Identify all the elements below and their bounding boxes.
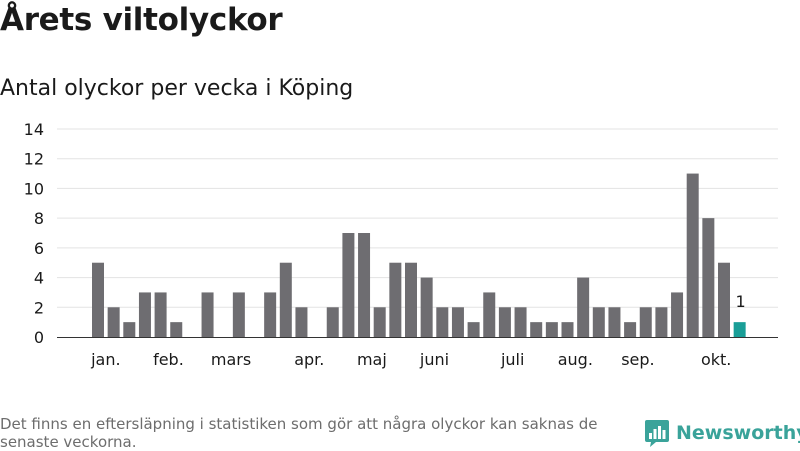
bar bbox=[467, 322, 480, 337]
bar bbox=[451, 307, 464, 337]
bar bbox=[389, 262, 402, 337]
brand-name: Newsworthy bbox=[676, 422, 800, 444]
bar bbox=[514, 307, 527, 337]
x-tick-label: apr. bbox=[294, 350, 324, 369]
y-tick-label: 12 bbox=[24, 150, 44, 169]
bar bbox=[154, 292, 167, 337]
bar bbox=[436, 307, 449, 337]
bar bbox=[295, 307, 308, 337]
x-tick-label: feb. bbox=[153, 350, 184, 369]
x-tick-label: juli bbox=[500, 350, 524, 369]
chart-title: Årets viltolyckor bbox=[0, 2, 283, 38]
bar bbox=[718, 262, 730, 337]
bar bbox=[639, 307, 652, 337]
y-tick-label: 0 bbox=[34, 328, 44, 347]
bar bbox=[373, 307, 386, 337]
y-tick-label: 10 bbox=[24, 179, 44, 198]
bar bbox=[264, 292, 277, 337]
bar bbox=[232, 292, 245, 337]
y-tick-label: 14 bbox=[24, 120, 44, 139]
bar bbox=[92, 262, 104, 337]
y-tick-label: 4 bbox=[34, 269, 44, 288]
bar bbox=[733, 322, 746, 337]
bar bbox=[671, 292, 684, 337]
y-tick-label: 2 bbox=[34, 298, 44, 317]
bar bbox=[498, 307, 511, 337]
bar bbox=[170, 322, 183, 337]
bar bbox=[358, 233, 371, 337]
bar bbox=[201, 292, 214, 337]
bar bbox=[138, 292, 151, 337]
bar bbox=[279, 262, 292, 337]
x-tick-label: mars bbox=[211, 350, 251, 369]
footnote: Det finns en eftersläpning i statistiken… bbox=[0, 415, 598, 451]
bar bbox=[545, 322, 558, 337]
x-tick-label: jan. bbox=[90, 350, 120, 369]
bar bbox=[608, 307, 621, 337]
x-tick-label: okt. bbox=[701, 350, 731, 369]
bar bbox=[123, 322, 136, 337]
x-tick-label: juni bbox=[419, 350, 449, 369]
y-tick-label: 8 bbox=[34, 209, 44, 228]
bar bbox=[483, 292, 496, 337]
chart-subtitle: Antal olyckor per vecka i Köping bbox=[0, 76, 354, 101]
bar bbox=[561, 322, 574, 337]
newsworthy-logo-icon bbox=[645, 420, 669, 447]
bar bbox=[592, 307, 605, 337]
bar bbox=[686, 173, 699, 337]
bar bbox=[107, 307, 120, 337]
bar bbox=[420, 277, 433, 337]
bar bbox=[326, 307, 339, 337]
data-label: 1 bbox=[736, 292, 746, 311]
bar bbox=[702, 218, 715, 337]
bar bbox=[405, 262, 417, 337]
y-tick-label: 6 bbox=[34, 239, 44, 258]
bar bbox=[342, 233, 355, 337]
brand-logo[interactable]: Newsworthy bbox=[644, 418, 800, 448]
bar bbox=[655, 307, 668, 337]
bar bbox=[577, 277, 590, 337]
x-tick-label: sep. bbox=[621, 350, 654, 369]
bar-chart: 0 2 4 6 8 10 12 14 1 jan. feb. mars apr. maj juni juli a… bbox=[24, 120, 778, 369]
x-tick-label: aug. bbox=[558, 350, 593, 369]
x-tick-label: maj bbox=[357, 350, 387, 369]
bar bbox=[530, 322, 543, 337]
bar bbox=[624, 322, 637, 337]
